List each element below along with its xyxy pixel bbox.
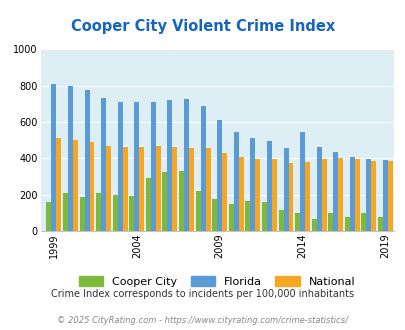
Bar bbox=[139, 147, 144, 231]
Bar bbox=[377, 217, 382, 231]
Bar bbox=[200, 106, 205, 231]
Bar bbox=[250, 138, 255, 231]
Bar bbox=[222, 153, 227, 231]
Bar bbox=[189, 148, 194, 231]
Bar bbox=[266, 141, 271, 231]
Text: © 2025 CityRating.com - https://www.cityrating.com/crime-statistics/: © 2025 CityRating.com - https://www.city… bbox=[58, 315, 347, 325]
Bar bbox=[51, 84, 56, 231]
Bar bbox=[294, 213, 299, 231]
Bar bbox=[179, 171, 183, 231]
Bar bbox=[360, 213, 366, 231]
Bar bbox=[73, 140, 78, 231]
Bar bbox=[233, 132, 238, 231]
Legend: Cooper City, Florida, National: Cooper City, Florida, National bbox=[79, 277, 354, 287]
Bar bbox=[304, 162, 309, 231]
Bar bbox=[311, 219, 316, 231]
Bar bbox=[46, 202, 51, 231]
Bar bbox=[106, 146, 111, 231]
Bar bbox=[328, 213, 333, 231]
Bar bbox=[63, 193, 68, 231]
Bar bbox=[129, 196, 134, 231]
Text: Cooper City Violent Crime Index: Cooper City Violent Crime Index bbox=[71, 19, 334, 34]
Bar bbox=[101, 98, 106, 231]
Bar bbox=[283, 148, 288, 231]
Bar bbox=[271, 159, 276, 231]
Bar bbox=[217, 120, 222, 231]
Bar bbox=[122, 147, 127, 231]
Bar bbox=[371, 161, 375, 231]
Bar bbox=[349, 156, 354, 231]
Bar bbox=[212, 199, 217, 231]
Bar bbox=[238, 157, 243, 231]
Bar bbox=[278, 210, 283, 231]
Bar bbox=[117, 102, 122, 231]
Bar bbox=[84, 90, 89, 231]
Bar bbox=[183, 99, 189, 231]
Bar bbox=[288, 163, 293, 231]
Bar bbox=[245, 201, 250, 231]
Bar bbox=[113, 195, 117, 231]
Bar bbox=[337, 158, 342, 231]
Bar bbox=[56, 138, 61, 231]
Bar bbox=[299, 132, 304, 231]
Bar bbox=[89, 142, 94, 231]
Bar bbox=[151, 102, 156, 231]
Bar bbox=[96, 193, 101, 231]
Bar bbox=[354, 159, 359, 231]
Bar bbox=[261, 202, 266, 231]
Bar bbox=[316, 147, 321, 231]
Bar bbox=[366, 159, 371, 231]
Bar bbox=[156, 146, 160, 231]
Bar bbox=[195, 191, 200, 231]
Bar bbox=[321, 159, 326, 231]
Bar bbox=[387, 161, 392, 231]
Bar bbox=[134, 102, 139, 231]
Bar bbox=[344, 217, 349, 231]
Text: Crime Index corresponds to incidents per 100,000 inhabitants: Crime Index corresponds to incidents per… bbox=[51, 289, 354, 299]
Bar bbox=[162, 172, 167, 231]
Bar bbox=[205, 148, 210, 231]
Bar bbox=[333, 152, 337, 231]
Bar bbox=[172, 147, 177, 231]
Bar bbox=[255, 159, 260, 231]
Bar bbox=[382, 160, 387, 231]
Bar bbox=[145, 178, 151, 231]
Bar bbox=[79, 196, 84, 231]
Bar bbox=[68, 86, 73, 231]
Bar bbox=[228, 204, 233, 231]
Bar bbox=[167, 100, 172, 231]
